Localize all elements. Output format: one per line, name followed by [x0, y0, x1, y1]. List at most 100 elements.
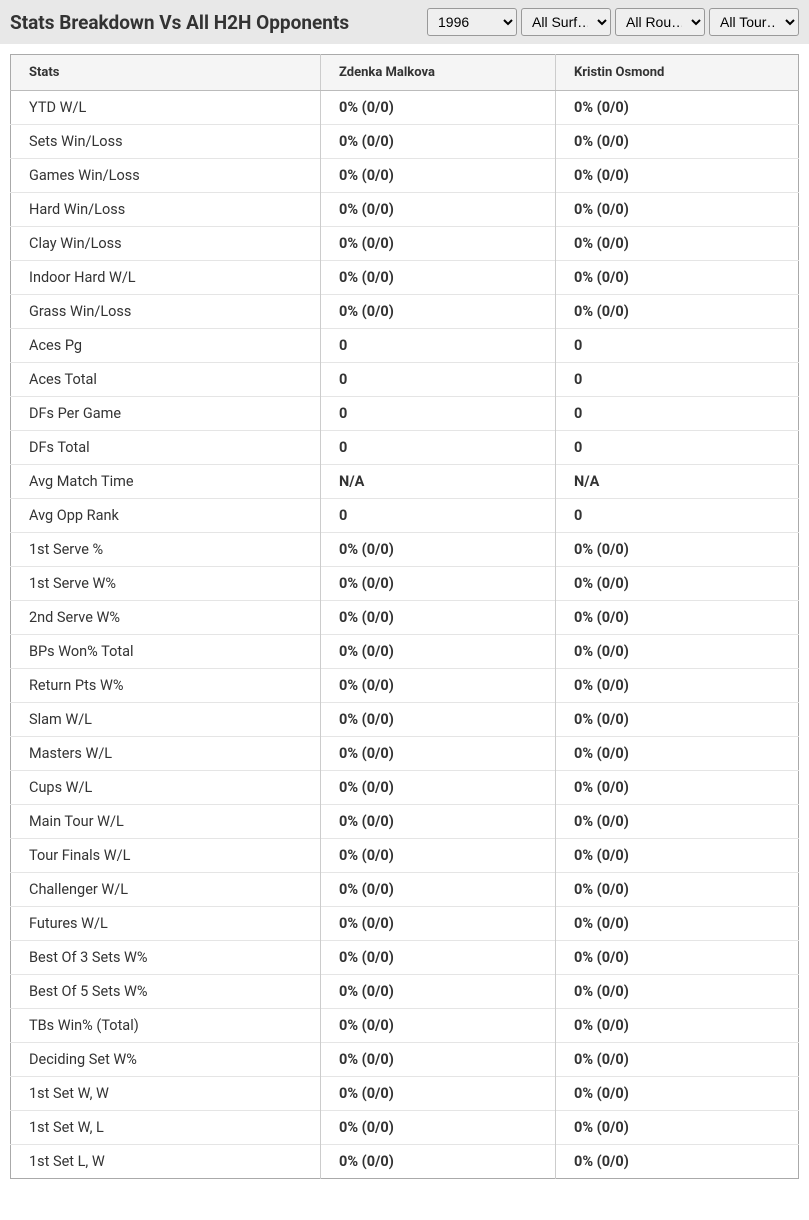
table-row: 1st Serve W%0% (0/0)0% (0/0) [11, 567, 799, 601]
stat-label-cell: Best Of 5 Sets W% [11, 975, 321, 1009]
filter-group: 1996 All Surf… All Rou… All Tour… [427, 8, 799, 36]
stat-label-cell: Sets Win/Loss [11, 125, 321, 159]
stat-label-cell: 1st Set W, W [11, 1077, 321, 1111]
table-row: 1st Set W, L0% (0/0)0% (0/0) [11, 1111, 799, 1145]
stat-label-cell: DFs Per Game [11, 397, 321, 431]
stat-value-cell: 0% (0/0) [556, 1111, 799, 1145]
tour-filter-select[interactable]: All Tour… [709, 8, 799, 36]
stat-label-cell: Futures W/L [11, 907, 321, 941]
stat-label-cell: Main Tour W/L [11, 805, 321, 839]
stat-value-cell: 0 [556, 397, 799, 431]
round-filter-select[interactable]: All Rou… [615, 8, 705, 36]
stat-value-cell: 0% (0/0) [321, 261, 556, 295]
stat-value-cell: 0 [556, 431, 799, 465]
stat-value-cell: 0% (0/0) [556, 125, 799, 159]
stat-value-cell: 0% (0/0) [321, 737, 556, 771]
stat-value-cell: 0% (0/0) [321, 975, 556, 1009]
stat-value-cell: 0% (0/0) [556, 1043, 799, 1077]
stat-value-cell: N/A [321, 465, 556, 499]
table-body: YTD W/L0% (0/0)0% (0/0)Sets Win/Loss0% (… [11, 91, 799, 1179]
stat-label-cell: 1st Serve % [11, 533, 321, 567]
table-row: Challenger W/L0% (0/0)0% (0/0) [11, 873, 799, 907]
stat-value-cell: 0% (0/0) [321, 227, 556, 261]
stat-value-cell: 0% (0/0) [556, 1145, 799, 1179]
stat-value-cell: 0% (0/0) [321, 193, 556, 227]
table-row: Main Tour W/L0% (0/0)0% (0/0) [11, 805, 799, 839]
stat-value-cell: 0% (0/0) [556, 295, 799, 329]
table-row: Avg Match TimeN/AN/A [11, 465, 799, 499]
stat-value-cell: 0% (0/0) [321, 601, 556, 635]
stat-value-cell: 0 [556, 499, 799, 533]
stat-value-cell: 0% (0/0) [321, 1043, 556, 1077]
stat-value-cell: 0% (0/0) [556, 737, 799, 771]
stat-value-cell: 0 [556, 329, 799, 363]
stat-value-cell: 0% (0/0) [556, 669, 799, 703]
stats-table: Stats Zdenka Malkova Kristin Osmond YTD … [10, 54, 799, 1179]
stat-value-cell: 0% (0/0) [321, 125, 556, 159]
stat-value-cell: 0% (0/0) [321, 907, 556, 941]
stat-value-cell: 0% (0/0) [556, 975, 799, 1009]
stat-label-cell: Aces Total [11, 363, 321, 397]
table-row: Cups W/L0% (0/0)0% (0/0) [11, 771, 799, 805]
stat-value-cell: 0 [321, 329, 556, 363]
stat-value-cell: 0% (0/0) [321, 669, 556, 703]
stat-label-cell: BPs Won% Total [11, 635, 321, 669]
stat-value-cell: 0% (0/0) [321, 771, 556, 805]
table-row: Return Pts W%0% (0/0)0% (0/0) [11, 669, 799, 703]
stat-value-cell: 0% (0/0) [321, 295, 556, 329]
stat-value-cell: 0% (0/0) [321, 1145, 556, 1179]
table-row: 2nd Serve W%0% (0/0)0% (0/0) [11, 601, 799, 635]
stat-label-cell: Aces Pg [11, 329, 321, 363]
stat-label-cell: Grass Win/Loss [11, 295, 321, 329]
table-row: DFs Per Game00 [11, 397, 799, 431]
stat-value-cell: 0% (0/0) [556, 771, 799, 805]
stat-value-cell: 0% (0/0) [321, 533, 556, 567]
page-title: Stats Breakdown Vs All H2H Opponents [10, 11, 349, 34]
stat-value-cell: 0% (0/0) [321, 941, 556, 975]
stat-label-cell: Challenger W/L [11, 873, 321, 907]
table-row: TBs Win% (Total)0% (0/0)0% (0/0) [11, 1009, 799, 1043]
table-row: Best Of 3 Sets W%0% (0/0)0% (0/0) [11, 941, 799, 975]
table-row: Sets Win/Loss0% (0/0)0% (0/0) [11, 125, 799, 159]
surface-filter-select[interactable]: All Surf… [521, 8, 611, 36]
stat-value-cell: 0% (0/0) [556, 1077, 799, 1111]
stat-label-cell: DFs Total [11, 431, 321, 465]
stat-value-cell: 0% (0/0) [321, 839, 556, 873]
year-filter-select[interactable]: 1996 [427, 8, 517, 36]
table-row: Hard Win/Loss0% (0/0)0% (0/0) [11, 193, 799, 227]
stat-value-cell: 0% (0/0) [321, 159, 556, 193]
table-row: Indoor Hard W/L0% (0/0)0% (0/0) [11, 261, 799, 295]
stat-label-cell: Games Win/Loss [11, 159, 321, 193]
table-row: Masters W/L0% (0/0)0% (0/0) [11, 737, 799, 771]
table-row: Futures W/L0% (0/0)0% (0/0) [11, 907, 799, 941]
stat-value-cell: 0% (0/0) [321, 873, 556, 907]
stat-value-cell: N/A [556, 465, 799, 499]
table-row: Best Of 5 Sets W%0% (0/0)0% (0/0) [11, 975, 799, 1009]
col-player1-header: Zdenka Malkova [321, 55, 556, 91]
stat-value-cell: 0% (0/0) [321, 1077, 556, 1111]
table-row: Games Win/Loss0% (0/0)0% (0/0) [11, 159, 799, 193]
stat-label-cell: Return Pts W% [11, 669, 321, 703]
stat-value-cell: 0% (0/0) [556, 635, 799, 669]
col-player2-header: Kristin Osmond [556, 55, 799, 91]
stat-label-cell: Hard Win/Loss [11, 193, 321, 227]
table-row: YTD W/L0% (0/0)0% (0/0) [11, 91, 799, 125]
stat-value-cell: 0% (0/0) [556, 601, 799, 635]
stat-value-cell: 0 [321, 363, 556, 397]
stat-value-cell: 0% (0/0) [556, 941, 799, 975]
stat-value-cell: 0% (0/0) [556, 1009, 799, 1043]
stat-value-cell: 0% (0/0) [321, 567, 556, 601]
stat-label-cell: Slam W/L [11, 703, 321, 737]
stat-value-cell: 0% (0/0) [321, 805, 556, 839]
stat-value-cell: 0% (0/0) [321, 1009, 556, 1043]
stat-value-cell: 0% (0/0) [556, 227, 799, 261]
stat-value-cell: 0% (0/0) [556, 567, 799, 601]
table-row: Aces Total00 [11, 363, 799, 397]
table-row: BPs Won% Total0% (0/0)0% (0/0) [11, 635, 799, 669]
table-row: Tour Finals W/L0% (0/0)0% (0/0) [11, 839, 799, 873]
header-bar: Stats Breakdown Vs All H2H Opponents 199… [0, 0, 809, 44]
stat-value-cell: 0% (0/0) [556, 261, 799, 295]
stat-value-cell: 0% (0/0) [556, 193, 799, 227]
stat-label-cell: 1st Serve W% [11, 567, 321, 601]
stat-label-cell: Masters W/L [11, 737, 321, 771]
